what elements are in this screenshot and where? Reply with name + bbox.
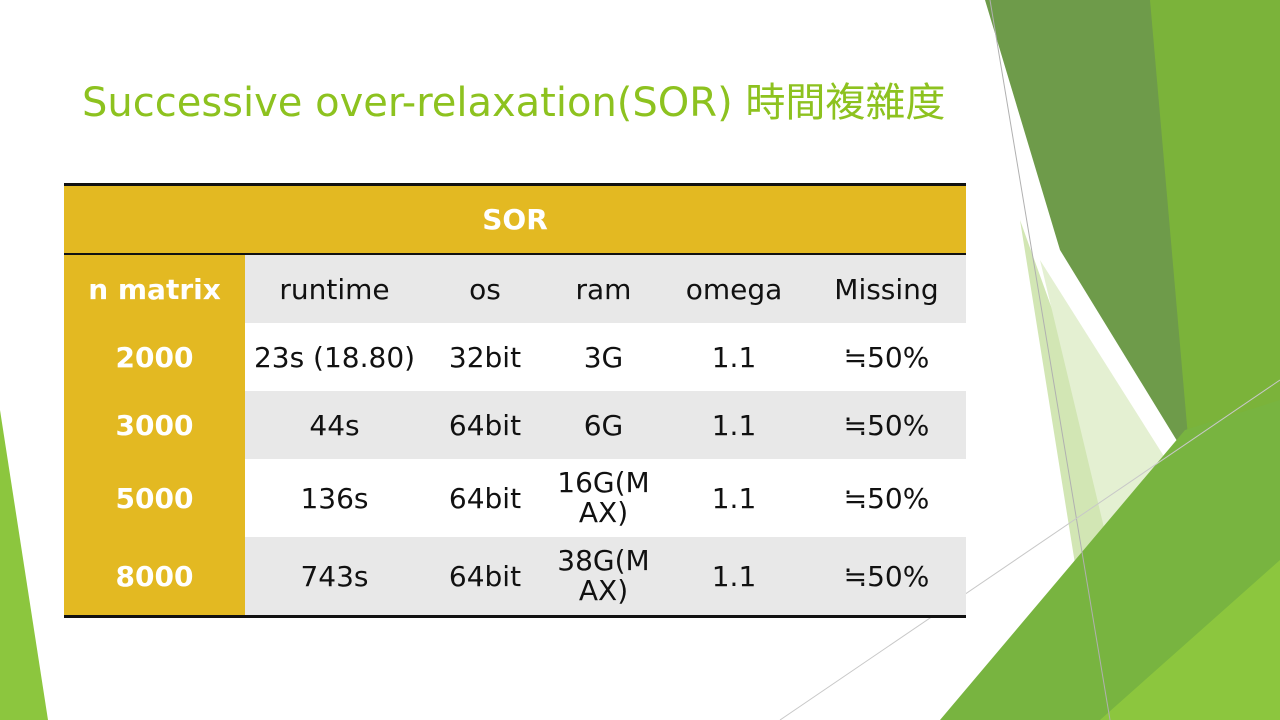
sor-results-table: SOR n matrix runtime os ram omega Missin… [64,183,966,618]
ram-value: 38G(MAX) [557,543,650,607]
deco-shape-left-sliver [0,410,48,720]
cell-omega: 1.1 [661,391,807,459]
col-header-omega: omega [661,254,807,323]
cell-missing: ≒50% [807,323,966,391]
ram-value: 16G(MAX) [557,465,650,529]
cell-n-matrix: 8000 [64,537,245,617]
cell-n-matrix: 3000 [64,391,245,459]
table-caption: SOR [64,184,966,255]
cell-os: 64bit [424,459,546,537]
table-row: 5000 136s 64bit 16G(MAX) 1.1 ≒50% [64,459,966,537]
cell-missing: ≒50% [807,537,966,617]
cell-missing: ≒50% [807,391,966,459]
cell-os: 32bit [424,323,546,391]
cell-os: 64bit [424,391,546,459]
cell-omega: 1.1 [661,459,807,537]
deco-thin-line-2 [779,379,1280,720]
table-row: 8000 743s 64bit 38G(MAX) 1.1 ≒50% [64,537,966,617]
slide-title: Successive over-relaxation(SOR) 時間複雜度 [82,80,946,126]
cell-ram: 38G(MAX) [546,537,661,617]
col-header-os: os [424,254,546,323]
col-header-runtime: runtime [245,254,424,323]
cell-n-matrix: 5000 [64,459,245,537]
col-header-n-matrix: n matrix [64,254,245,323]
table-caption-row: SOR [64,184,966,255]
cell-runtime: 44s [245,391,424,459]
deco-shape-lime-green [1100,560,1280,720]
cell-runtime: 136s [245,459,424,537]
cell-ram: 16G(MAX) [546,459,661,537]
cell-os: 64bit [424,537,546,617]
column-header-row: n matrix runtime os ram omega Missing [64,254,966,323]
cell-ram: 3G [546,323,661,391]
col-header-missing: Missing [807,254,966,323]
cell-omega: 1.1 [661,323,807,391]
table-row: 3000 44s 64bit 6G 1.1 ≒50% [64,391,966,459]
cell-runtime: 743s [245,537,424,617]
cell-n-matrix: 2000 [64,323,245,391]
cell-runtime: 23s (18.80) [245,323,424,391]
cell-omega: 1.1 [661,537,807,617]
col-header-ram: ram [546,254,661,323]
deco-thin-line-1 [989,0,1111,720]
cell-ram: 6G [546,391,661,459]
cell-missing: ≒50% [807,459,966,537]
table-row: 2000 23s (18.80) 32bit 3G 1.1 ≒50% [64,323,966,391]
